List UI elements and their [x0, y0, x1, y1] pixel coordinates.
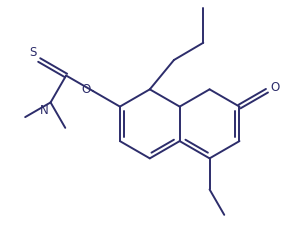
Text: O: O [271, 81, 280, 94]
Text: S: S [29, 46, 36, 59]
Text: O: O [81, 83, 90, 96]
Text: N: N [40, 104, 49, 117]
